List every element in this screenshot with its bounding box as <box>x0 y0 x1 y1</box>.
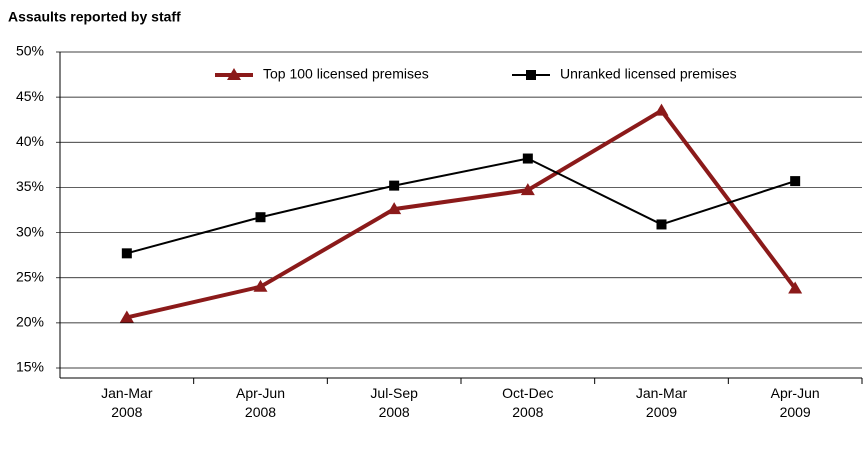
y-tick-label: 15% <box>16 359 44 375</box>
y-tick-label: 25% <box>16 268 44 284</box>
y-tick-label: 40% <box>16 133 44 149</box>
marker <box>656 219 667 230</box>
x-tick-label: Apr-Jun 2008 <box>235 385 286 420</box>
legend-marker <box>227 68 241 80</box>
marker <box>788 281 803 294</box>
y-tick-label: 30% <box>16 223 44 239</box>
series-line <box>126 157 796 255</box>
y-tick-label: 45% <box>16 88 44 104</box>
x-tick-label: Jan-Mar 2008 <box>101 385 153 420</box>
marker <box>790 176 801 187</box>
x-tick-label: Oct-Dec 2008 <box>502 385 554 420</box>
legend-marker <box>526 70 536 80</box>
x-tick-label: Apr-Jun 2009 <box>770 385 820 420</box>
x-tick-label: Jan-Mar 2009 <box>635 385 688 420</box>
legend-label: Top 100 licensed premises <box>263 66 429 82</box>
marker <box>387 202 402 215</box>
chart-title: Assaults reported by staff <box>8 9 181 25</box>
marker <box>253 279 268 292</box>
y-tick-label: 20% <box>16 314 44 330</box>
marker <box>520 183 535 196</box>
legend-label: Unranked licensed premises <box>560 66 737 82</box>
marker <box>255 212 266 223</box>
marker <box>522 153 533 164</box>
x-tick-label: Jul-Sep 2008 <box>370 385 418 420</box>
y-tick-label: 50% <box>16 43 44 59</box>
series-line <box>126 108 797 320</box>
marker <box>389 180 400 191</box>
marker <box>119 310 134 323</box>
marker <box>121 248 132 259</box>
y-tick-label: 35% <box>16 178 44 194</box>
marker <box>654 103 669 116</box>
